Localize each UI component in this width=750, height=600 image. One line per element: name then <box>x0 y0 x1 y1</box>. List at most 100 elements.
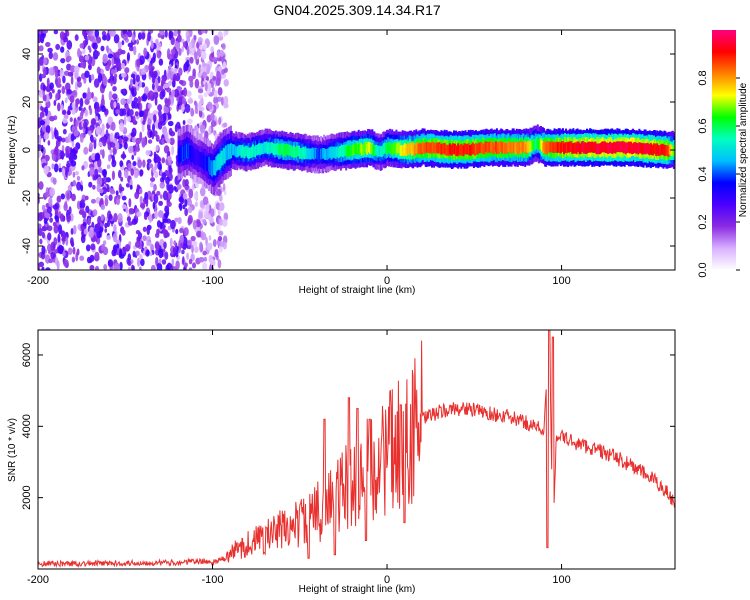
noise-speckle <box>158 58 164 66</box>
noise-speckle <box>194 78 200 89</box>
noise-speckle <box>109 148 113 154</box>
noise-speckle <box>152 114 157 122</box>
noise-speckle <box>127 116 132 123</box>
ridge-cell <box>593 142 596 153</box>
noise-speckle <box>179 234 185 244</box>
noise-speckle <box>93 78 100 88</box>
noise-speckle <box>141 137 147 146</box>
ridge-cell <box>372 144 375 156</box>
noise-speckle <box>48 67 54 76</box>
noise-speckle <box>57 77 61 86</box>
ridge-cell <box>543 140 546 152</box>
noise-speckle <box>48 258 54 264</box>
noise-speckle <box>92 96 98 103</box>
noise-speckle <box>53 30 59 35</box>
snr-x-ticks: -200 -100 0 100 <box>27 330 571 586</box>
ridge-cell <box>589 142 592 153</box>
noise-speckle <box>215 78 221 87</box>
noise-speckle <box>167 120 174 127</box>
ridge-cell <box>611 143 614 154</box>
ridge-cell <box>201 152 204 167</box>
ridge-cell <box>181 146 184 162</box>
noise-speckle <box>213 89 218 98</box>
ridge-cell <box>179 145 182 160</box>
noise-speckle <box>89 264 95 270</box>
noise-speckle <box>187 214 193 225</box>
noise-speckle <box>186 239 193 246</box>
noise-speckle <box>121 229 126 236</box>
noise-speckle <box>219 49 225 57</box>
noise-speckle <box>94 265 100 270</box>
ridge-cell <box>550 141 553 153</box>
noise-speckle <box>62 109 67 116</box>
noise-speckle <box>113 34 120 44</box>
ridge-cell <box>558 142 561 153</box>
noise-speckle <box>79 255 85 261</box>
noise-speckle <box>203 92 208 98</box>
noise-speckle <box>133 169 139 179</box>
noise-speckle <box>96 176 103 187</box>
noise-speckle <box>120 62 126 69</box>
noise-speckle <box>132 265 135 270</box>
noise-speckle <box>169 237 173 248</box>
ridge-cell <box>289 145 292 156</box>
ridge-cell <box>591 141 594 153</box>
noise-speckle <box>146 241 152 247</box>
noise-speckle <box>61 104 64 112</box>
ridge-cell <box>352 144 355 156</box>
ridge-cell <box>432 141 435 153</box>
ridge-cell <box>385 144 388 155</box>
noise-speckle <box>206 63 211 72</box>
ridge-cell <box>610 142 613 154</box>
noise-speckle <box>146 162 151 171</box>
noise-speckle <box>73 224 77 235</box>
noise-speckle <box>143 113 147 123</box>
noise-speckle <box>176 34 182 43</box>
noise-speckle <box>44 191 50 198</box>
ridge-cell <box>403 143 406 154</box>
noise-speckle <box>208 242 213 249</box>
ridge-cell <box>456 145 459 157</box>
noise-speckle <box>100 204 106 210</box>
noise-speckle <box>172 73 177 82</box>
ridge-cell <box>247 148 250 159</box>
noise-speckle <box>126 216 132 223</box>
noise-speckle <box>184 207 188 217</box>
noise-speckle <box>200 65 204 74</box>
noise-speckle <box>213 35 220 46</box>
noise-speckle <box>78 55 84 63</box>
ridge-cell <box>300 148 303 159</box>
noise-speckle <box>50 251 56 260</box>
ridge-cell <box>487 141 490 153</box>
ridge-cell <box>219 153 222 168</box>
ridge-cell <box>322 148 325 159</box>
ridge-cell <box>480 142 483 153</box>
noise-speckle <box>167 70 173 79</box>
ridge-cell <box>398 142 401 154</box>
ridge-cell <box>539 138 542 150</box>
ridge-cell <box>535 136 538 147</box>
ridge-cell <box>304 146 307 158</box>
ridge-cell <box>446 144 449 156</box>
ridge-cell <box>180 146 183 162</box>
ridge-cell <box>536 138 539 150</box>
noise-speckle <box>121 108 127 116</box>
ridge-cell <box>217 153 220 169</box>
noise-speckle <box>81 165 85 171</box>
noise-speckle <box>200 30 206 34</box>
noise-speckle <box>76 50 83 56</box>
ridge-cell <box>283 143 286 155</box>
ridge-cell <box>404 145 407 157</box>
noise-speckle <box>133 45 137 56</box>
noise-speckle <box>53 249 59 254</box>
ridge-cell <box>287 145 290 156</box>
ridge-cell <box>285 143 288 155</box>
noise-speckle <box>82 222 87 227</box>
noise-speckle <box>118 137 123 145</box>
noise-speckle <box>136 257 141 267</box>
noise-speckle <box>173 186 177 191</box>
ridge-cell <box>196 150 199 165</box>
ridge-cell <box>521 141 524 152</box>
noise-speckle <box>173 67 178 74</box>
